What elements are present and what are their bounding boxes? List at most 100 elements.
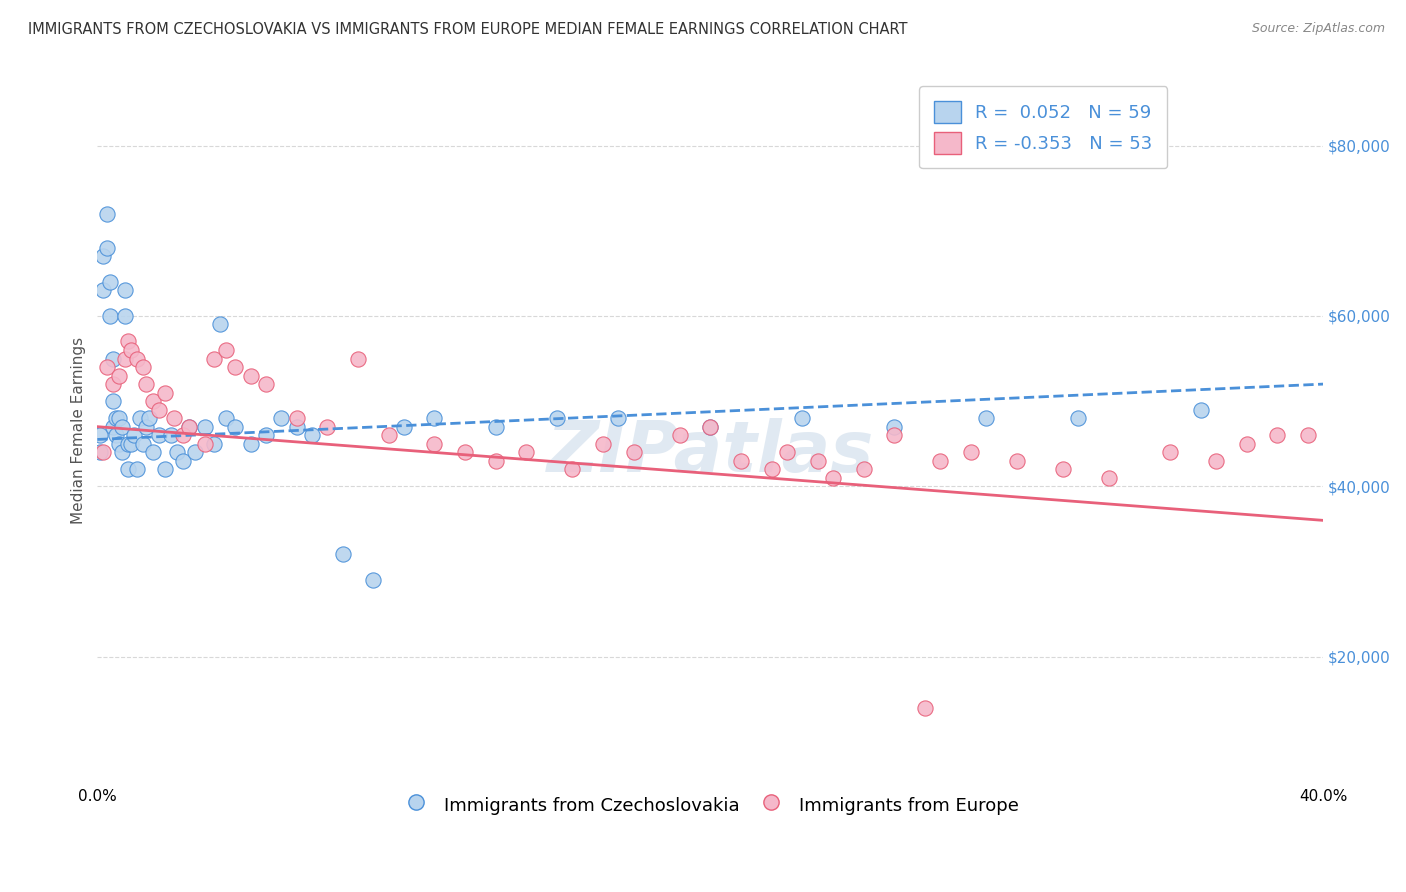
- Point: [423, 411, 446, 425]
- Point: [132, 436, 155, 450]
- Point: [454, 445, 477, 459]
- Point: [101, 419, 124, 434]
- Point: [98, 309, 121, 323]
- Point: [138, 411, 160, 425]
- Point: [974, 411, 997, 425]
- Point: [239, 368, 262, 383]
- Point: [132, 359, 155, 374]
- Point: [239, 436, 262, 450]
- Point: [914, 700, 936, 714]
- Point: [127, 351, 149, 366]
- Point: [316, 419, 339, 434]
- Point: [153, 385, 176, 400]
- Point: [377, 428, 399, 442]
- Point: [141, 394, 163, 409]
- Point: [117, 462, 139, 476]
- Point: [104, 428, 127, 442]
- Point: [127, 462, 149, 476]
- Point: [776, 445, 799, 459]
- Point: [96, 207, 118, 221]
- Point: [301, 428, 323, 442]
- Y-axis label: Median Female Earnings: Median Female Earnings: [72, 337, 86, 524]
- Point: [959, 445, 981, 459]
- Point: [93, 284, 115, 298]
- Text: ZIPatlas: ZIPatlas: [547, 417, 875, 487]
- Point: [96, 241, 118, 255]
- Point: [129, 411, 152, 425]
- Point: [93, 249, 115, 263]
- Point: [117, 334, 139, 349]
- Point: [215, 411, 238, 425]
- Point: [392, 419, 415, 434]
- Point: [111, 445, 134, 459]
- Point: [114, 309, 136, 323]
- Point: [107, 436, 129, 450]
- Point: [89, 428, 111, 442]
- Point: [852, 462, 875, 476]
- Point: [98, 275, 121, 289]
- Point: [883, 419, 905, 434]
- Point: [166, 445, 188, 459]
- Point: [96, 359, 118, 374]
- Point: [148, 402, 170, 417]
- Point: [254, 428, 277, 442]
- Point: [148, 428, 170, 442]
- Point: [111, 419, 134, 434]
- Point: [699, 419, 721, 434]
- Point: [929, 454, 952, 468]
- Point: [117, 436, 139, 450]
- Point: [194, 419, 217, 434]
- Point: [623, 445, 645, 459]
- Point: [561, 462, 583, 476]
- Point: [122, 428, 145, 442]
- Point: [254, 377, 277, 392]
- Point: [101, 394, 124, 409]
- Point: [546, 411, 568, 425]
- Point: [114, 351, 136, 366]
- Point: [120, 436, 142, 450]
- Point: [184, 445, 207, 459]
- Point: [120, 343, 142, 357]
- Point: [141, 445, 163, 459]
- Point: [730, 454, 752, 468]
- Point: [821, 471, 844, 485]
- Point: [485, 419, 508, 434]
- Point: [1098, 471, 1121, 485]
- Point: [592, 436, 614, 450]
- Point: [194, 436, 217, 450]
- Point: [135, 377, 157, 392]
- Point: [107, 411, 129, 425]
- Point: [1205, 454, 1227, 468]
- Point: [270, 411, 292, 425]
- Point: [153, 462, 176, 476]
- Point: [347, 351, 370, 366]
- Point: [172, 428, 194, 442]
- Text: Source: ZipAtlas.com: Source: ZipAtlas.com: [1251, 22, 1385, 36]
- Point: [93, 445, 115, 459]
- Point: [163, 411, 186, 425]
- Point: [761, 462, 783, 476]
- Point: [361, 573, 384, 587]
- Point: [172, 454, 194, 468]
- Point: [107, 368, 129, 383]
- Point: [792, 411, 814, 425]
- Legend: Immigrants from Czechoslovakia, Immigrants from Europe: Immigrants from Czechoslovakia, Immigran…: [392, 785, 1028, 825]
- Point: [332, 548, 354, 562]
- Point: [1236, 436, 1258, 450]
- Point: [607, 411, 630, 425]
- Point: [515, 445, 537, 459]
- Point: [135, 419, 157, 434]
- Point: [285, 419, 308, 434]
- Point: [423, 436, 446, 450]
- Point: [1005, 454, 1028, 468]
- Point: [202, 436, 225, 450]
- Point: [1265, 428, 1288, 442]
- Point: [1159, 445, 1181, 459]
- Point: [179, 419, 201, 434]
- Point: [179, 419, 201, 434]
- Point: [114, 284, 136, 298]
- Text: IMMIGRANTS FROM CZECHOSLOVAKIA VS IMMIGRANTS FROM EUROPE MEDIAN FEMALE EARNINGS : IMMIGRANTS FROM CZECHOSLOVAKIA VS IMMIGR…: [28, 22, 908, 37]
- Point: [806, 454, 828, 468]
- Point: [285, 411, 308, 425]
- Point: [208, 318, 231, 332]
